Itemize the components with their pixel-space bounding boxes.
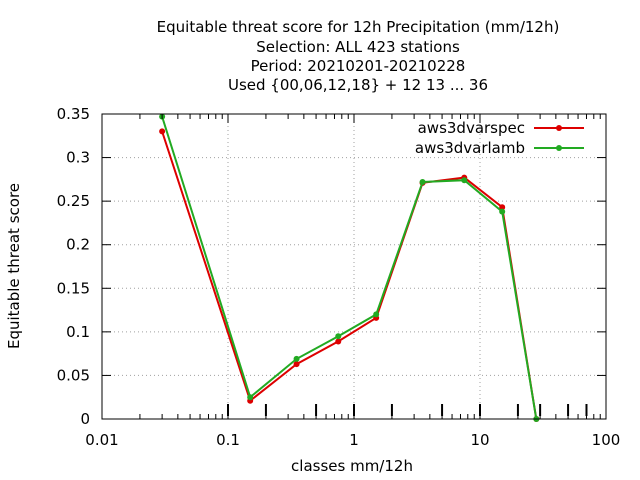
legend-label: aws3dvarspec [418,119,525,137]
x-tick-label: 100 [592,431,621,449]
y-tick-label: 0 [80,410,90,428]
grid [102,114,606,419]
y-tick-label: 0.3 [66,149,90,167]
y-axis-ticks: 0 0.05 0.1 0.15 0.2 0.25 0.3 0.35 [57,105,606,428]
x-tick-label: 10 [470,431,489,449]
data-point-aws3dvarspec [159,128,166,135]
y-tick-label: 0.1 [66,323,90,341]
x-tick-label: 1 [349,431,359,449]
legend-marker [556,145,562,151]
title-line: Used {00,06,12,18} + 12 13 ... 36 [228,76,488,94]
data-point-aws3dvarlamb [373,311,380,318]
y-tick-label: 0.15 [57,279,90,297]
data-point-aws3dvarlamb [293,355,300,362]
data-point-aws3dvarspec [499,204,506,211]
x-tick-label: 0.1 [216,431,240,449]
legend: aws3dvarspec aws3dvarlamb [415,119,584,157]
data-point-aws3dvarlamb [335,333,342,340]
y-tick-label: 0.2 [66,236,90,254]
chart-title: Equitable threat score for 12h Precipita… [157,18,560,94]
data-point-aws3dvarspec [335,338,342,345]
title-line: Selection: ALL 423 stations [256,38,460,56]
data-point-aws3dvarlamb [419,178,426,185]
title-line: Period: 20210201-20210228 [251,57,466,75]
x-axis-label: classes mm/12h [291,457,413,475]
title-line: Equitable threat score for 12h Precipita… [157,18,560,36]
data-point-aws3dvarlamb [247,394,254,401]
x-axis-ticks: 0.01 0.1 1 10 100 [85,114,620,449]
y-tick-label: 0.25 [57,192,90,210]
legend-marker [556,125,562,131]
data-point-aws3dvarlamb [499,208,506,215]
series-line-aws3dvarlamb [161,116,538,420]
x-tick-label: 0.01 [85,431,118,449]
y-tick-label: 0.35 [57,105,90,123]
series-lines [159,113,540,422]
data-point-aws3dvarspec [293,361,300,368]
data-point-aws3dvarlamb [461,177,468,184]
y-tick-label: 0.05 [57,366,90,384]
legend-label: aws3dvarlamb [415,139,525,157]
y-axis-label: Equitable threat score [5,183,23,349]
class-markers [227,404,588,416]
